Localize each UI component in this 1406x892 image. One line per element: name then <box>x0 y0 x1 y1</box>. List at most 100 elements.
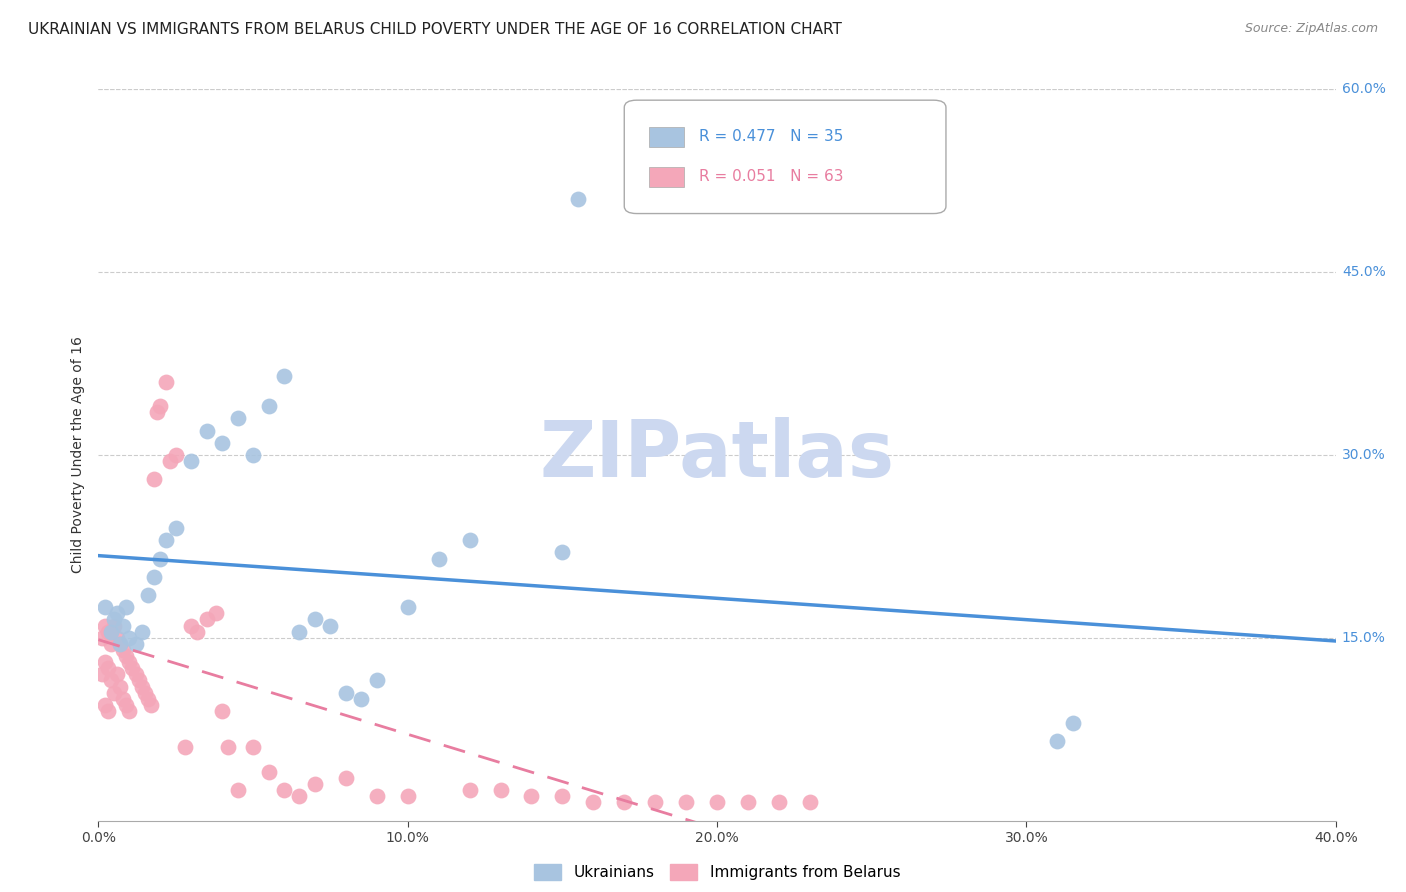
Point <box>146 405 169 419</box>
Point <box>396 789 419 804</box>
Point <box>143 472 166 486</box>
Point <box>149 399 172 413</box>
Text: R = 0.051   N = 63: R = 0.051 N = 63 <box>699 169 844 185</box>
Point <box>366 789 388 804</box>
Point <box>644 796 666 810</box>
Point <box>205 607 228 621</box>
Point <box>115 600 138 615</box>
Point <box>136 588 159 602</box>
Point <box>97 624 120 639</box>
Point <box>128 673 150 688</box>
Point <box>567 192 589 206</box>
Point <box>458 783 481 797</box>
Point <box>319 618 342 632</box>
Point <box>100 624 122 639</box>
Point <box>155 375 177 389</box>
Text: ZIPatlas: ZIPatlas <box>540 417 894 493</box>
Point <box>551 789 574 804</box>
Point <box>551 545 574 559</box>
Point <box>149 551 172 566</box>
Point <box>118 631 141 645</box>
Point <box>427 551 450 566</box>
Text: R = 0.477   N = 35: R = 0.477 N = 35 <box>699 129 842 145</box>
Point <box>211 435 233 450</box>
Text: 30.0%: 30.0% <box>1341 448 1386 462</box>
Point <box>112 618 135 632</box>
Point <box>226 783 249 797</box>
Point <box>105 667 128 681</box>
Text: Source: ZipAtlas.com: Source: ZipAtlas.com <box>1244 22 1378 36</box>
Point <box>108 637 131 651</box>
Point <box>97 704 120 718</box>
Point <box>121 661 143 675</box>
Point <box>93 655 115 669</box>
Point <box>335 771 357 785</box>
Point <box>273 368 295 383</box>
Point <box>186 624 208 639</box>
Point <box>103 618 125 632</box>
Point <box>304 777 326 791</box>
Point <box>93 600 115 615</box>
Point <box>93 698 115 712</box>
Point <box>458 533 481 548</box>
Point <box>93 618 115 632</box>
Text: UKRAINIAN VS IMMIGRANTS FROM BELARUS CHILD POVERTY UNDER THE AGE OF 16 CORRELATI: UKRAINIAN VS IMMIGRANTS FROM BELARUS CHI… <box>28 22 842 37</box>
Point <box>108 680 131 694</box>
Point <box>799 796 821 810</box>
Point <box>136 691 159 706</box>
Point <box>124 637 146 651</box>
Point <box>118 704 141 718</box>
Point <box>288 789 311 804</box>
Point <box>350 691 373 706</box>
Point <box>100 673 122 688</box>
Point <box>195 424 218 438</box>
Point <box>582 796 605 810</box>
Point <box>165 448 187 462</box>
Point <box>90 631 112 645</box>
Point <box>108 637 131 651</box>
Point <box>112 643 135 657</box>
Point <box>115 649 138 664</box>
Point <box>180 618 202 632</box>
Point <box>211 704 233 718</box>
Point <box>1062 716 1084 731</box>
Point <box>396 600 419 615</box>
Text: 60.0%: 60.0% <box>1341 82 1386 96</box>
Point <box>124 667 146 681</box>
Point <box>675 796 697 810</box>
Point <box>131 624 153 639</box>
Point <box>257 764 280 779</box>
Point <box>217 740 239 755</box>
Point <box>97 661 120 675</box>
FancyBboxPatch shape <box>624 100 946 213</box>
Point <box>366 673 388 688</box>
Point <box>118 655 141 669</box>
Point <box>139 698 162 712</box>
Point <box>90 667 112 681</box>
Point <box>242 740 264 755</box>
Point <box>520 789 543 804</box>
Point <box>195 613 218 627</box>
Point <box>134 686 156 700</box>
Point <box>288 624 311 639</box>
Point <box>115 698 138 712</box>
Point <box>304 613 326 627</box>
Point <box>489 783 512 797</box>
Point <box>335 686 357 700</box>
FancyBboxPatch shape <box>650 127 683 147</box>
Point <box>768 796 790 810</box>
Point <box>143 570 166 584</box>
Point <box>103 613 125 627</box>
Point <box>1046 734 1069 748</box>
Legend: Ukrainians, Immigrants from Belarus: Ukrainians, Immigrants from Belarus <box>527 858 907 886</box>
Point <box>257 399 280 413</box>
Point <box>103 686 125 700</box>
Text: 15.0%: 15.0% <box>1341 631 1386 645</box>
FancyBboxPatch shape <box>650 167 683 187</box>
Point <box>105 607 128 621</box>
Point <box>105 631 128 645</box>
Point <box>100 637 122 651</box>
Point <box>165 521 187 535</box>
Text: 45.0%: 45.0% <box>1341 265 1386 279</box>
Point <box>155 533 177 548</box>
